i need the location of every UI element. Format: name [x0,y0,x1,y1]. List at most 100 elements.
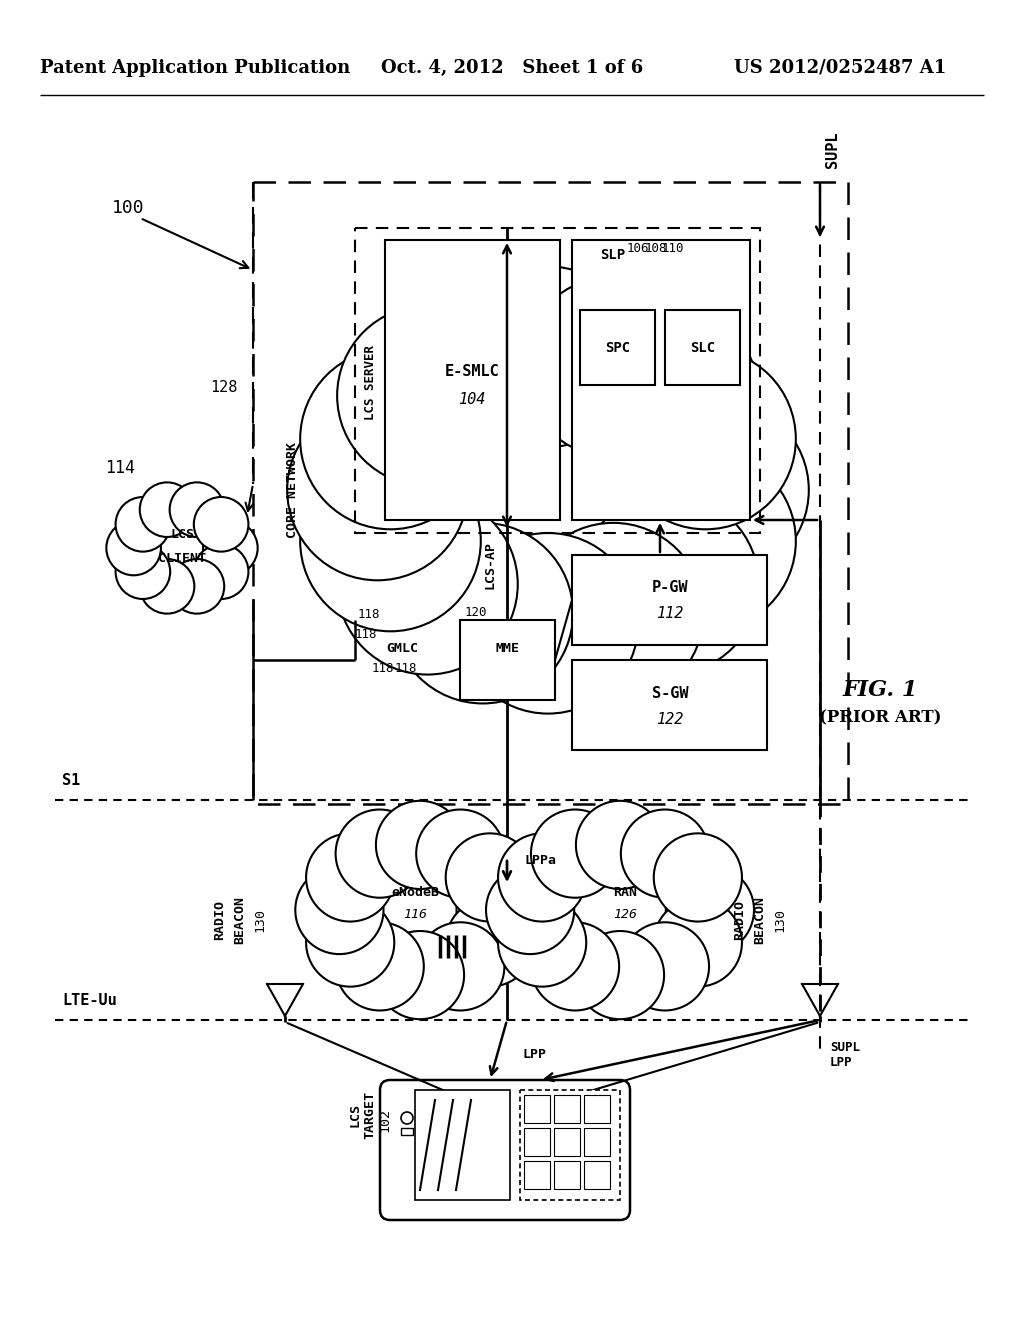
Circle shape [523,523,703,704]
Bar [572,554,767,645]
Circle shape [531,809,620,898]
Circle shape [376,931,464,1019]
Circle shape [498,833,587,921]
Circle shape [139,482,195,537]
Text: 114: 114 [105,459,135,477]
Circle shape [392,277,573,457]
Text: CORE NETWORK: CORE NETWORK [287,442,299,539]
Circle shape [116,544,170,599]
Text: 106: 106 [627,242,649,255]
Circle shape [337,305,518,486]
Text: LCS SERVER: LCS SERVER [364,345,377,420]
Circle shape [416,809,505,898]
Text: E-SMLC: E-SMLC [444,364,500,380]
Circle shape [295,866,384,954]
Circle shape [336,809,424,898]
Text: MME: MME [495,642,519,655]
Circle shape [116,498,170,552]
Text: RAN: RAN [613,887,637,899]
Circle shape [306,833,394,921]
Circle shape [170,560,224,614]
Bar [524,1129,550,1156]
Text: 112: 112 [656,606,684,622]
Ellipse shape [342,329,755,651]
Circle shape [287,400,468,581]
Circle shape [300,348,481,529]
Bar [580,310,655,385]
Text: 126: 126 [613,908,637,921]
Text: CLIENT: CLIENT [158,552,206,565]
Circle shape [615,450,796,631]
Ellipse shape [323,832,517,989]
Circle shape [653,899,742,986]
Circle shape [579,305,759,486]
Circle shape [579,494,759,675]
Text: 108: 108 [645,242,668,255]
Circle shape [486,866,574,954]
Text: 102: 102 [379,1107,391,1133]
Circle shape [139,560,195,614]
Text: 120: 120 [465,606,487,619]
Text: LCS: LCS [170,528,194,541]
Text: LPP: LPP [522,1048,546,1061]
Circle shape [445,833,534,921]
Bar [460,620,555,700]
Text: 118: 118 [372,661,394,675]
Bar [355,228,760,533]
Circle shape [457,866,545,954]
Text: S1: S1 [62,774,80,788]
Circle shape [376,801,464,888]
Text: LTE-Uu: LTE-Uu [62,993,117,1008]
Text: RADIO: RADIO [213,900,226,940]
Circle shape [337,494,518,675]
Bar [665,310,740,385]
Circle shape [653,833,742,921]
Text: SLC: SLC [690,341,716,355]
Text: SUPL: SUPL [824,132,840,168]
Bar [554,1162,580,1189]
Text: 100: 100 [112,199,144,216]
Bar [584,1129,610,1156]
Text: BEACON: BEACON [233,896,247,944]
Text: 122: 122 [656,713,684,727]
Text: LCS-AP: LCS-AP [483,541,497,589]
Bar [524,1096,550,1123]
Text: 110: 110 [662,242,684,255]
Bar [572,660,767,750]
Text: eNodeB: eNodeB [391,887,439,899]
Text: LCS: LCS [348,1104,361,1127]
Circle shape [628,400,809,581]
Text: BEACON: BEACON [754,896,767,944]
Text: 130: 130 [254,908,266,932]
Circle shape [300,450,481,631]
Text: 104: 104 [459,392,485,408]
Bar [253,182,848,804]
Text: SLP: SLP [600,248,625,261]
Text: 128: 128 [211,380,238,396]
Bar [584,1162,610,1189]
Text: 116: 116 [403,908,427,921]
Bar [572,240,750,520]
Text: SUPL
LPP: SUPL LPP [830,1041,860,1069]
Text: US 2012/0252487 A1: US 2012/0252487 A1 [734,59,946,77]
Bar [554,1096,580,1123]
FancyBboxPatch shape [380,1080,630,1220]
Circle shape [194,544,249,599]
Circle shape [621,809,709,898]
Text: 118: 118 [394,661,417,675]
Circle shape [392,523,573,704]
Text: (PRIOR ART): (PRIOR ART) [819,710,941,726]
Bar [415,1090,510,1200]
Text: GMLC: GMLC [386,642,418,655]
Ellipse shape [511,832,729,989]
Bar [554,1129,580,1156]
Circle shape [531,923,620,1011]
Ellipse shape [124,499,241,597]
Bar [584,1096,610,1123]
Circle shape [306,899,394,986]
Circle shape [170,482,224,537]
Circle shape [523,277,703,457]
Bar [524,1162,550,1189]
Text: 130: 130 [773,908,786,932]
Bar [520,1090,620,1200]
